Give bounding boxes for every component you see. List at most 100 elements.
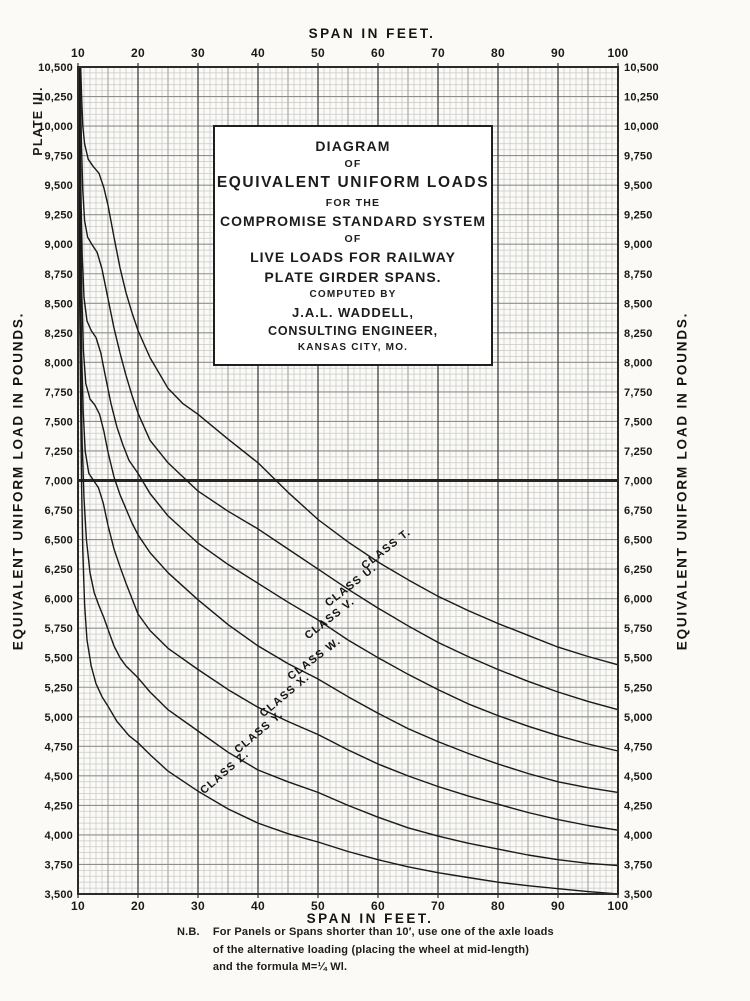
y-tick-label-left: 10,000: [38, 121, 73, 133]
y-tick-label-left: 7,750: [44, 387, 73, 399]
x-tick-label-top: 20: [131, 46, 145, 60]
y-tick-label-left: 9,000: [44, 239, 73, 251]
y-tick-label-right: 10,500: [624, 62, 659, 74]
footnote-text: For Panels or Spans shorter than 10′, us…: [213, 924, 554, 977]
y-tick-label-left: 7,250: [44, 446, 73, 458]
y-tick-label-right: 4,000: [624, 830, 653, 842]
curve-class-u: [79, 66, 619, 711]
y-tick-label-right: 7,000: [624, 476, 653, 488]
y-tick-label-left: 6,750: [44, 505, 73, 517]
y-tick-label-left: 10,500: [38, 62, 73, 74]
x-tick-label-top: 40: [251, 46, 265, 60]
x-tick-label-top: 50: [311, 46, 325, 60]
y-tick-label-right: 5,000: [624, 712, 653, 724]
y-tick-label-right: 4,750: [624, 741, 653, 753]
x-tick-label-top: 90: [551, 46, 565, 60]
x-tick-label-bottom: 50: [311, 899, 325, 913]
tick-marks: [77, 63, 619, 898]
footnote-line: of the alternative loading (placing the …: [212, 943, 530, 956]
author-name: J.A.L. WADDELL,: [292, 304, 414, 320]
y-tick-label-left: 4,250: [44, 800, 73, 812]
footnote: N.B. For Panels or Spans shorter than 10…: [177, 924, 554, 977]
y-tick-label-left: 6,250: [44, 564, 73, 576]
curve-class-w: [78, 68, 619, 794]
curve-label-class-z: CLASS Z.: [198, 748, 252, 797]
title-line: PLATE GIRDER SPANS.: [264, 269, 442, 286]
y-tick-label-left: 3,750: [44, 859, 73, 871]
right-axis-title: EQUIVALENT UNIFORM LOAD IN POUNDS.: [674, 311, 690, 651]
y-tick-label-left: 7,500: [44, 416, 73, 428]
x-tick-label-top: 30: [191, 46, 205, 60]
title-line: FOR THE: [325, 196, 381, 209]
title-line: COMPROMISE STANDARD SYSTEM: [219, 212, 487, 229]
y-tick-label-right: 9,250: [624, 210, 653, 222]
tick-labels: 10 10 20 20 30 30 40 40 50 50 60 60 70 70 80 80 90 90 100 1…: [38, 46, 659, 913]
y-tick-label-right: 10,000: [624, 121, 659, 133]
y-tick-label-right: 9,000: [624, 239, 653, 251]
y-tick-label-right: 6,000: [624, 594, 653, 606]
x-tick-label-top: 60: [371, 46, 385, 60]
curves: [77, 66, 619, 895]
y-tick-label-left: 5,750: [44, 623, 73, 635]
y-tick-label-right: 8,250: [624, 328, 653, 340]
y-tick-label-right: 3,750: [624, 859, 653, 871]
x-tick-label-top: 80: [491, 46, 505, 60]
footnote-label: N.B.: [177, 926, 200, 938]
y-tick-label-right: 6,250: [624, 564, 653, 576]
footnote-line: For Panels or Spans shorter than 10′, us…: [212, 926, 554, 938]
y-tick-label-left: 8,250: [44, 328, 73, 340]
title-line: OF: [344, 158, 362, 171]
footnote-line: and the formula M=¼ Wl.: [212, 961, 348, 973]
top-axis-title: SPAN IN FEET.: [308, 26, 436, 41]
x-tick-label-bottom: 20: [131, 899, 145, 913]
y-tick-label-left: 9,500: [44, 180, 73, 192]
y-tick-label-left: 9,750: [44, 151, 73, 163]
y-tick-label-left: 9,250: [44, 210, 73, 222]
bottom-axis-title: SPAN IN FEET.: [306, 911, 434, 926]
title-line: LIVE LOADS FOR RAILWAY: [250, 249, 456, 266]
x-tick-label-bottom: 60: [371, 899, 385, 913]
x-tick-label-top: 10: [71, 46, 85, 60]
x-tick-label-bottom: 40: [251, 899, 265, 913]
y-tick-label-left: 5,000: [44, 712, 73, 724]
y-tick-label-left: 5,250: [44, 682, 73, 694]
y-tick-label-right: 8,750: [624, 269, 653, 281]
curve-class-z: [77, 84, 619, 895]
title-line: COMPUTED BY: [309, 289, 397, 301]
x-tick-label-bottom: 70: [431, 899, 445, 913]
y-tick-label-right: 7,250: [624, 446, 653, 458]
y-tick-label-left: 4,500: [44, 771, 73, 783]
y-tick-label-left: 5,500: [44, 653, 73, 665]
title-line-main: EQUIVALENT UNIFORM LOADS: [216, 174, 490, 192]
y-tick-label-left: 10,250: [38, 92, 73, 104]
x-tick-label-top: 100: [608, 46, 629, 60]
y-tick-label-right: 10,250: [624, 92, 659, 104]
curve-class-y: [77, 78, 619, 867]
y-tick-label-right: 9,500: [624, 180, 653, 192]
y-tick-label-right: 4,500: [624, 771, 653, 783]
title-block: DIAGRAM OF EQUIVALENT UNIFORM LOADS FOR …: [213, 125, 493, 366]
y-tick-label-right: 6,750: [624, 505, 653, 517]
x-tick-label-bottom: 30: [191, 899, 205, 913]
plot-frame: [77, 66, 619, 895]
curve-class-v: [78, 66, 619, 752]
y-tick-label-right: 8,500: [624, 298, 653, 310]
y-tick-label-left: 7,000: [44, 476, 73, 488]
y-tick-label-right: 3,500: [624, 889, 653, 901]
y-tick-label-left: 3,500: [44, 889, 73, 901]
x-tick-label-top: 70: [431, 46, 445, 60]
y-tick-label-right: 9,750: [624, 151, 653, 163]
y-tick-label-left: 4,750: [44, 741, 73, 753]
plate-number-label: PLATE III.: [31, 86, 45, 156]
y-tick-label-left: 4,000: [44, 830, 73, 842]
y-tick-label-left: 6,500: [44, 535, 73, 547]
x-tick-label-bottom: 100: [608, 899, 629, 913]
title-line: OF: [344, 232, 362, 245]
author-role: CONSULTING ENGINEER,: [268, 323, 438, 338]
y-tick-label-right: 4,250: [624, 800, 653, 812]
y-tick-label-right: 5,500: [624, 653, 653, 665]
y-tick-label-right: 6,500: [624, 535, 653, 547]
y-tick-label-left: 6,000: [44, 594, 73, 606]
left-axis-title: EQUIVALENT UNIFORM LOAD IN POUNDS.: [10, 311, 26, 651]
